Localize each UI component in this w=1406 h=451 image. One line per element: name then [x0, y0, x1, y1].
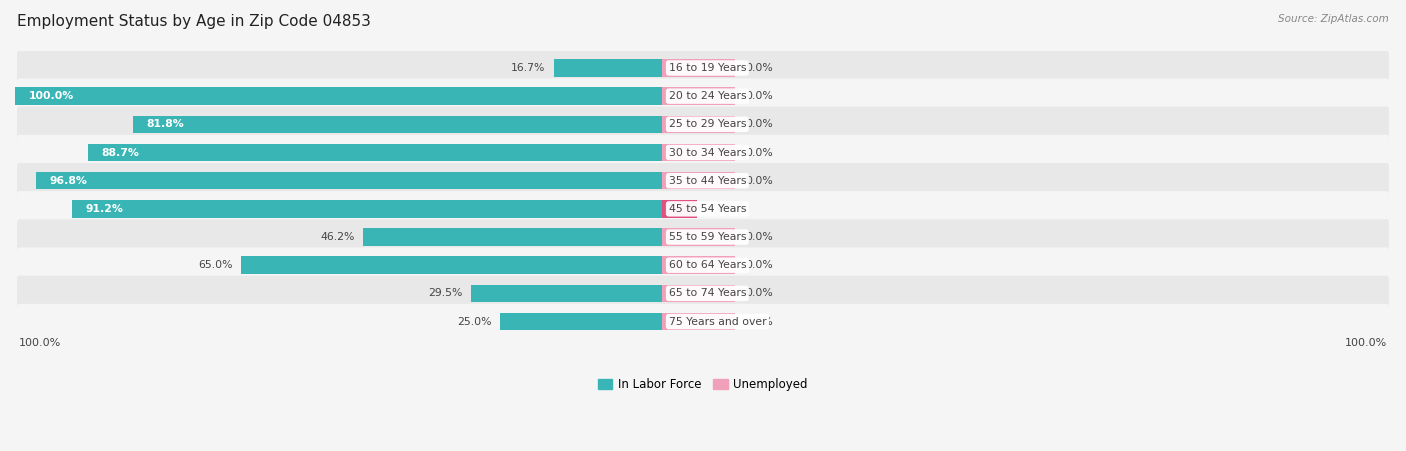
FancyBboxPatch shape	[17, 106, 1389, 142]
Text: 16 to 19 Years: 16 to 19 Years	[669, 63, 747, 73]
FancyBboxPatch shape	[17, 248, 1389, 283]
Bar	[662, 87, 735, 105]
Bar	[242, 257, 662, 274]
Text: 4.8%: 4.8%	[707, 204, 735, 214]
Bar	[662, 200, 697, 217]
Text: 0.0%: 0.0%	[745, 317, 773, 327]
Bar	[471, 285, 662, 302]
FancyBboxPatch shape	[17, 219, 1389, 255]
Bar	[662, 144, 735, 161]
FancyBboxPatch shape	[17, 191, 1389, 226]
Text: 96.8%: 96.8%	[49, 176, 87, 186]
Text: Employment Status by Age in Zip Code 04853: Employment Status by Age in Zip Code 048…	[17, 14, 371, 28]
FancyBboxPatch shape	[17, 50, 1389, 86]
Text: 0.0%: 0.0%	[745, 260, 773, 270]
Text: 0.0%: 0.0%	[745, 63, 773, 73]
Bar	[132, 115, 662, 133]
Bar	[35, 172, 662, 189]
FancyBboxPatch shape	[17, 78, 1389, 114]
Bar	[662, 228, 735, 246]
Bar	[554, 59, 662, 77]
Bar	[662, 172, 735, 189]
Text: 100.0%: 100.0%	[20, 338, 62, 348]
Text: 29.5%: 29.5%	[429, 288, 463, 299]
Text: 0.0%: 0.0%	[745, 232, 773, 242]
Text: 0.0%: 0.0%	[745, 176, 773, 186]
Bar	[662, 285, 735, 302]
Bar	[662, 115, 735, 133]
Bar	[662, 59, 735, 77]
Text: 55 to 59 Years: 55 to 59 Years	[669, 232, 747, 242]
Text: 45 to 54 Years: 45 to 54 Years	[669, 204, 747, 214]
Text: 20 to 24 Years: 20 to 24 Years	[669, 91, 747, 101]
Bar	[662, 257, 735, 274]
Text: 25 to 29 Years: 25 to 29 Years	[669, 120, 747, 129]
Legend: In Labor Force, Unemployed: In Labor Force, Unemployed	[593, 373, 813, 396]
Text: 0.0%: 0.0%	[745, 147, 773, 157]
Bar	[15, 87, 662, 105]
Text: 65.0%: 65.0%	[198, 260, 233, 270]
FancyBboxPatch shape	[17, 135, 1389, 170]
FancyBboxPatch shape	[17, 163, 1389, 198]
Text: 0.0%: 0.0%	[745, 91, 773, 101]
Text: 25.0%: 25.0%	[457, 317, 492, 327]
Text: 30 to 34 Years: 30 to 34 Years	[669, 147, 747, 157]
Text: 91.2%: 91.2%	[86, 204, 124, 214]
Text: 75 Years and over: 75 Years and over	[669, 317, 766, 327]
FancyBboxPatch shape	[17, 304, 1389, 339]
Text: 88.7%: 88.7%	[101, 147, 139, 157]
Text: 81.8%: 81.8%	[146, 120, 184, 129]
Text: 60 to 64 Years: 60 to 64 Years	[669, 260, 747, 270]
Text: 16.7%: 16.7%	[512, 63, 546, 73]
Bar	[363, 228, 662, 246]
Bar	[89, 144, 662, 161]
Text: 100.0%: 100.0%	[28, 91, 75, 101]
Bar	[662, 313, 735, 330]
Text: 46.2%: 46.2%	[321, 232, 354, 242]
Text: 100.0%: 100.0%	[1344, 338, 1386, 348]
Text: 0.0%: 0.0%	[745, 120, 773, 129]
Text: Source: ZipAtlas.com: Source: ZipAtlas.com	[1278, 14, 1389, 23]
FancyBboxPatch shape	[17, 276, 1389, 311]
Text: 0.0%: 0.0%	[745, 288, 773, 299]
Bar	[72, 200, 662, 217]
Text: 35 to 44 Years: 35 to 44 Years	[669, 176, 747, 186]
Bar	[501, 313, 662, 330]
Text: 65 to 74 Years: 65 to 74 Years	[669, 288, 747, 299]
